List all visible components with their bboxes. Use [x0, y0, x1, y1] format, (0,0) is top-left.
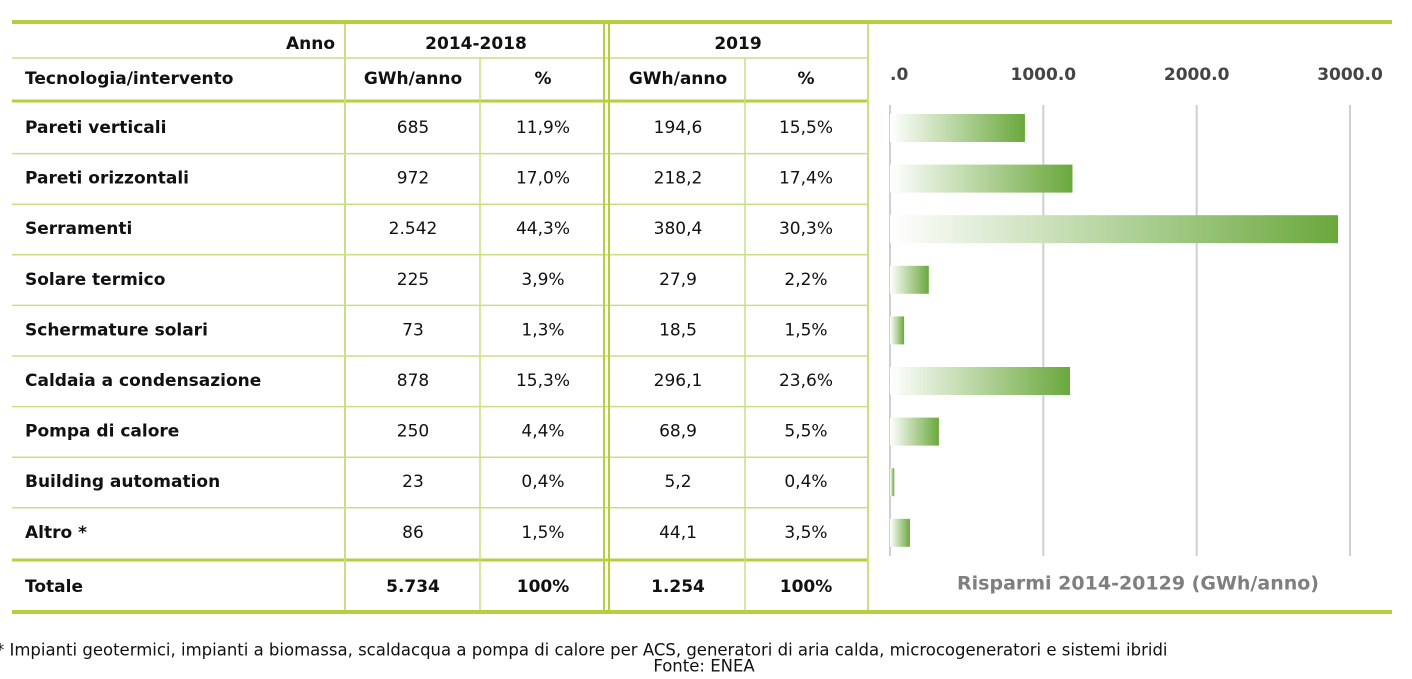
- cell: 15,5%: [779, 118, 833, 138]
- cell: 1,5%: [521, 523, 564, 543]
- cell: 18,5: [659, 320, 697, 340]
- row-label: Serramenti: [25, 219, 132, 239]
- footnote: * Impianti geotermici, impianti a biomas…: [0, 641, 1168, 660]
- cell: 380,4: [654, 219, 703, 239]
- cell: 17,0%: [516, 169, 570, 189]
- cell: 27,9: [659, 270, 697, 290]
- row-label: Building automation: [25, 472, 220, 492]
- header-unit: %: [797, 69, 814, 89]
- bar: [890, 518, 910, 547]
- row-label: Pompa di calore: [25, 422, 179, 442]
- cell: 1,5%: [784, 320, 827, 340]
- total-cell: 1.254: [651, 577, 705, 597]
- cell: 68,9: [659, 422, 697, 442]
- header-unit: GWh/anno: [364, 69, 462, 89]
- bar: [890, 265, 929, 294]
- x-tick-label: 1000.0: [1011, 65, 1077, 85]
- content: Anno 2014-2018 2019 Tecnologia/intervento GW…: [0, 34, 1383, 676]
- cell: 972: [397, 169, 429, 189]
- cell: 296,1: [654, 371, 703, 391]
- cell: 225: [397, 270, 429, 290]
- cell: 250: [397, 422, 429, 442]
- cell: 5,5%: [784, 422, 827, 442]
- x-tick-label: 2000.0: [1164, 65, 1230, 85]
- total-cell: 100%: [780, 577, 833, 597]
- cell: 23,6%: [779, 371, 833, 391]
- cell: 44,3%: [516, 219, 570, 239]
- cell: 2.542: [389, 219, 438, 239]
- header-period: 2019: [714, 34, 761, 54]
- row-label: Pareti orizzontali: [25, 169, 189, 189]
- cell: 194,6: [654, 118, 703, 138]
- total-cell: 5.734: [386, 577, 440, 597]
- cell: 2,2%: [784, 270, 827, 290]
- cell: 878: [397, 371, 429, 391]
- bar: [890, 114, 1025, 142]
- cell: 0,4%: [521, 472, 564, 492]
- table-lines: [12, 20, 1392, 614]
- cell: 218,2: [654, 169, 703, 189]
- row-label: Pareti verticali: [25, 118, 166, 138]
- bar: [890, 417, 939, 446]
- cell: 4,4%: [521, 422, 564, 442]
- header-unit: GWh/anno: [629, 69, 727, 89]
- header-period: 2014-2018: [425, 34, 527, 54]
- bar: [890, 164, 1073, 193]
- cell: 685: [397, 118, 429, 138]
- cell: 44,1: [659, 523, 697, 543]
- row-label: Schermature solari: [25, 320, 208, 340]
- header-tech: Tecnologia/intervento: [25, 69, 233, 89]
- x-tick-label: .0: [890, 65, 908, 85]
- cell: 3,9%: [521, 270, 564, 290]
- bar: [890, 215, 1339, 244]
- cell: 15,3%: [516, 371, 570, 391]
- total-cell: 100%: [517, 577, 570, 597]
- row-label: Solare termico: [25, 270, 165, 290]
- x-tick-label: 3000.0: [1317, 65, 1383, 85]
- header-anno: Anno: [286, 34, 335, 54]
- cell: 11,9%: [516, 118, 570, 138]
- cell: 23: [402, 472, 424, 492]
- cell: 1,3%: [521, 320, 564, 340]
- bar: [890, 316, 905, 345]
- bar: [890, 367, 1071, 395]
- cell: 86: [402, 523, 424, 543]
- chart-caption: Risparmi 2014-20129 (GWh/anno): [957, 573, 1319, 595]
- row-label: Caldaia a condensazione: [25, 371, 261, 391]
- header-unit: %: [534, 69, 551, 89]
- total-cell: Totale: [25, 577, 83, 597]
- source: Fonte: ENEA: [653, 657, 755, 676]
- cell: 30,3%: [779, 219, 833, 239]
- cell: 0,4%: [784, 472, 827, 492]
- row-label: Altro *: [25, 523, 87, 543]
- cell: 17,4%: [779, 169, 833, 189]
- cell: 3,5%: [784, 523, 827, 543]
- bar: [890, 468, 895, 497]
- cell: 73: [402, 320, 424, 340]
- cell: 5,2: [664, 472, 691, 492]
